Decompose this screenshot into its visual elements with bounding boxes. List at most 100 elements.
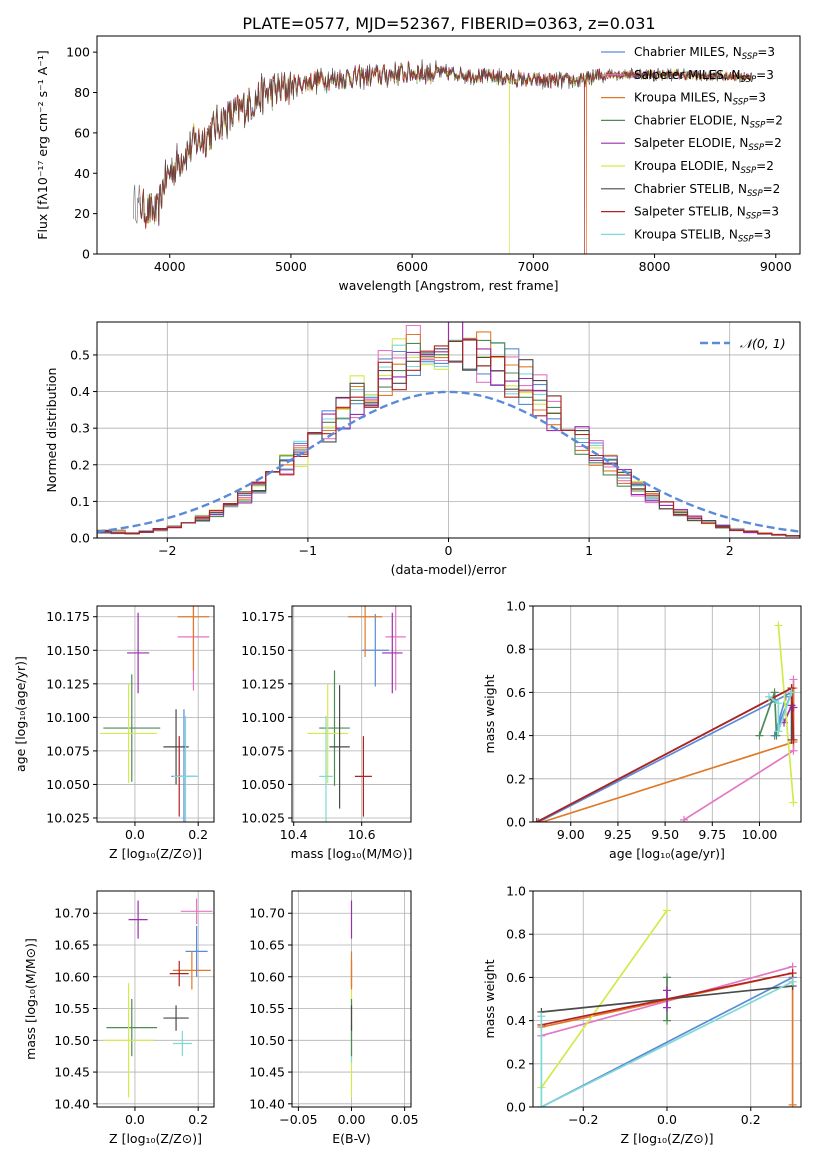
errorbar-salpeter-miles xyxy=(180,898,213,925)
errorbar-chabrier-elodie xyxy=(103,674,161,782)
weight-marker xyxy=(789,746,798,755)
y-axis-label: mass weight xyxy=(482,674,497,753)
grid-age-vs-Z xyxy=(97,606,214,822)
axes-spectrum: 4000 5000 6000 7000 8000 9000 0 20 40 60 80 100 wave… xyxy=(35,35,801,293)
y-tick-label: 100 xyxy=(66,45,90,60)
x-axis-label: mass [log₁₀(M/M⊙)] xyxy=(291,846,413,861)
x-tick-label: 0.0 xyxy=(657,1112,677,1127)
errorbar-chabrier-elodie xyxy=(106,999,158,1057)
panel-weight-vs-age: 9.00 9.25 9.50 9.75 10.00 0.0 0.2 0.4 0.6 0.8 1.0 a… xyxy=(482,599,802,861)
data-weight-vs-age xyxy=(533,621,798,822)
y-tick-label: 0.6 xyxy=(506,970,526,985)
x-axis-label: E(B-V) xyxy=(332,1131,371,1146)
axes-frame xyxy=(291,605,412,823)
data-weight-vs-Z xyxy=(537,906,797,1107)
errorbar-salpeter-elodie xyxy=(128,900,148,939)
weight-marker xyxy=(663,1003,671,1012)
y-tick-label: 10.025 xyxy=(241,810,285,825)
y-tick-label: 0.2 xyxy=(506,1056,526,1071)
spectrum-line-kroupa-elodie xyxy=(139,60,752,254)
x-axis-label: (data-model)/error xyxy=(391,562,508,577)
panel-residuals: −2 −1 0 1 2 0.0 0.1 0.2 0.3 0.4 0.5 (data-model)/er… xyxy=(44,321,801,577)
errorbar-chabrier-stelib xyxy=(329,685,350,809)
errorbar-kroupa-miles xyxy=(177,606,210,671)
y-tick-label: 10.40 xyxy=(54,1096,90,1111)
y-tick-label: 0.4 xyxy=(506,1013,526,1028)
y-tick-label: 10.150 xyxy=(241,643,285,658)
x-tick-label: 5000 xyxy=(275,259,307,274)
errorbar-salpeter-elodie xyxy=(382,612,403,694)
weight-marker xyxy=(663,906,671,915)
y-tick-label: 10.55 xyxy=(54,1001,90,1016)
weight-marker xyxy=(764,692,773,701)
y-tick-label: 10.50 xyxy=(249,1033,285,1048)
data-mass-vs-Z xyxy=(103,898,213,1098)
errorbar-salpeter-miles xyxy=(385,606,406,691)
y-tick-label: 10.100 xyxy=(46,710,90,725)
errorbar-kroupa-stelib xyxy=(172,1030,192,1057)
errorbar-kroupa-stelib xyxy=(319,716,333,822)
axes-residuals: −2 −1 0 1 2 0.0 0.1 0.2 0.3 0.4 0.5 (data-model)/er… xyxy=(44,321,801,577)
x-tick-label: 9.50 xyxy=(651,827,679,842)
errorbar-kroupa-elodie xyxy=(100,683,158,784)
y-tick-label: 0.4 xyxy=(70,384,90,399)
data-spectrum xyxy=(133,59,752,254)
x-axis-label: wavelength [Angstrom, rest frame] xyxy=(338,278,558,293)
weight-marker xyxy=(774,727,783,736)
y-tick-label: 20 xyxy=(74,206,90,221)
x-tick-label: 0.2 xyxy=(741,1112,761,1127)
legend-label-kroupa-stelib: Kroupa STELIB, NSSP=3 xyxy=(634,227,771,244)
weight-marker xyxy=(789,703,798,712)
x-tick-label: −2 xyxy=(158,543,176,558)
plot-layer: 4000 5000 6000 7000 8000 9000020406080100wave… xyxy=(13,35,802,1146)
y-tick-label: 10.60 xyxy=(249,969,285,984)
axes-age-vs-Z: 0.0 0.2 10.025 10.050 10.075 10.100 10.125 10.1… xyxy=(13,605,215,861)
x-tick-label: 0.05 xyxy=(391,1112,419,1127)
weight-marker xyxy=(770,688,779,697)
panel-spectrum: 4000 5000 6000 7000 8000 9000 0 20 40 60 80 100 wave… xyxy=(35,35,801,293)
x-tick-label: 0.2 xyxy=(188,827,208,842)
spectrum-line-chabrier-stelib xyxy=(133,59,752,224)
errorbar-salpeter-stelib xyxy=(169,960,189,987)
y-tick-label: 10.175 xyxy=(241,609,285,624)
y-tick-label: 10.45 xyxy=(249,1065,285,1080)
y-tick-label: 10.125 xyxy=(241,676,285,691)
x-tick-label: 9000 xyxy=(760,259,792,274)
y-axis-label: Normed distribution xyxy=(44,368,59,493)
y-tick-label: 10.70 xyxy=(249,906,285,921)
y-tick-label: 10.050 xyxy=(46,777,90,792)
x-tick-label: −1 xyxy=(299,543,317,558)
y-tick-label: 10.100 xyxy=(241,710,285,725)
x-tick-label: 0.0 xyxy=(125,827,145,842)
weight-marker xyxy=(663,973,671,982)
y-tick-label: 80 xyxy=(74,85,90,100)
legend-label-salpeter-miles: Salpeter MILES, NSSP=3 xyxy=(634,68,774,85)
legend-label-kroupa-miles: Kroupa MILES, NSSP=3 xyxy=(634,91,766,108)
weight-marker xyxy=(663,1016,671,1025)
weight-marker xyxy=(537,1103,546,1107)
y-tick-label: 0 xyxy=(82,247,90,262)
x-tick-label: 7000 xyxy=(517,259,549,274)
y-tick-label: 60 xyxy=(74,125,90,140)
weight-marker xyxy=(789,735,798,744)
errorbar-kroupa-miles xyxy=(348,606,383,657)
weight-marker xyxy=(663,986,671,995)
errorbar-chabrier-stelib xyxy=(163,1005,189,1031)
legend-label-salpeter-elodie: Salpeter ELODIE, NSSP=2 xyxy=(634,136,782,153)
axes-weight-vs-Z: −0.2 0.0 0.2 0.0 0.2 0.4 0.6 0.8 1.0 Z [log₁₀(Z/Z… xyxy=(482,884,802,1146)
grid-weight-vs-age xyxy=(533,605,801,823)
x-tick-label: −0.05 xyxy=(279,1112,317,1127)
x-axis-label: Z [log₁₀(Z/Z⊙)] xyxy=(109,1131,202,1146)
x-tick-label: 0.2 xyxy=(188,1112,208,1127)
legend-label-kroupa-elodie: Kroupa ELODIE, NSSP=2 xyxy=(634,159,774,176)
axes-frame xyxy=(96,605,215,823)
errorbar-salpeter-elodie xyxy=(127,612,150,694)
y-tick-label: 10.50 xyxy=(54,1033,90,1048)
axes-weight-vs-age: 9.00 9.25 9.50 9.75 10.00 0.0 0.2 0.4 0.6 0.8 1.0 a… xyxy=(482,599,802,861)
hist-step-salpeter-stelib xyxy=(97,339,800,538)
errorbar-salpeter-stelib xyxy=(354,736,372,817)
errorbar-chabrier-miles xyxy=(185,925,208,977)
y-tick-label: 10.70 xyxy=(54,906,90,921)
weight-series-chabrier-elodie xyxy=(755,688,781,740)
weight-line xyxy=(540,909,668,1089)
